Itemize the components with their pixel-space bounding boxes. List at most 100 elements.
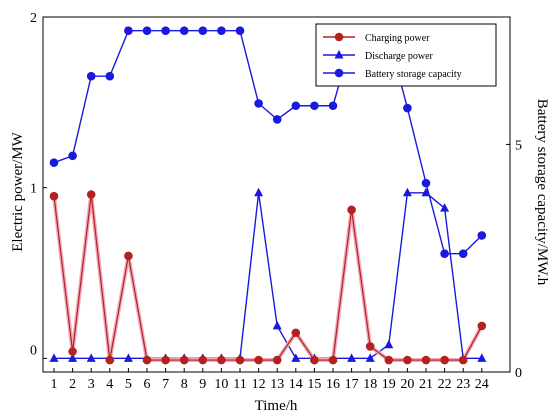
data-point (402, 187, 412, 197)
legend-label: Charging power (365, 33, 430, 44)
data-point (142, 26, 152, 35)
data-point (272, 320, 282, 330)
x-tick-label: 8 (181, 377, 188, 392)
x-tick-label: 17 (345, 377, 359, 392)
data-point (272, 115, 282, 124)
data-point (421, 355, 431, 365)
x-axis-ticks: 1 2 3 4 5 6 7 8 9 10 11 12 13 14 15 16 17 18 19 20 21 22 23 24 (51, 368, 489, 392)
data-point (477, 321, 487, 331)
data-point (477, 353, 487, 362)
data-point (254, 355, 263, 365)
x-axis-title: Time/h (255, 398, 298, 414)
data-point (68, 151, 77, 161)
data-point (86, 353, 96, 362)
data-point (291, 328, 301, 338)
data-point (365, 353, 375, 362)
series-line (53, 193, 483, 361)
right-tick-label: 0 (515, 366, 522, 381)
data-point (328, 101, 338, 111)
legend-item: Discharge power (323, 50, 434, 62)
data-point (217, 355, 226, 365)
data-point (105, 355, 115, 365)
data-point (254, 99, 263, 108)
left-tick-label: 1 (30, 182, 37, 197)
series-line (53, 29, 483, 255)
legend-swatch-marker (334, 50, 344, 59)
data-point (68, 347, 77, 356)
x-tick-label: 4 (106, 377, 113, 392)
data-point (161, 355, 170, 365)
x-tick-label: 19 (382, 377, 396, 392)
data-point (217, 26, 226, 35)
left-axis-title: Electric power/MW (10, 131, 26, 251)
data-point (384, 355, 394, 365)
x-tick-label: 1 (51, 377, 58, 392)
data-point (421, 178, 431, 188)
x-tick-label: 20 (400, 377, 414, 392)
data-point (477, 231, 487, 240)
data-point (384, 339, 394, 349)
right-axis-title: Battery storage capacity/MW.h (534, 99, 550, 286)
legend-swatch-marker (334, 68, 344, 78)
x-tick-label: 2 (69, 377, 76, 392)
data-point (291, 101, 301, 111)
series-charging-power (49, 190, 487, 365)
x-tick-label: 23 (456, 377, 470, 392)
data-point (440, 355, 449, 365)
data-point (458, 249, 468, 258)
x-tick-label: 12 (252, 377, 266, 392)
data-point (310, 101, 319, 111)
x-tick-label: 18 (363, 377, 377, 392)
data-point (198, 26, 208, 35)
x-tick-label: 10 (214, 377, 228, 392)
data-point (49, 158, 59, 167)
right-axis-ticks: 05 (506, 138, 522, 381)
right-tick-label: 5 (515, 138, 522, 153)
data-point (198, 355, 208, 365)
data-point (86, 71, 96, 81)
data-point (347, 205, 356, 215)
data-point (49, 191, 59, 201)
series-layer (49, 26, 487, 365)
legend-items: Charging power Discharge power Battery sto… (323, 32, 462, 80)
data-point (403, 355, 412, 365)
data-point (272, 355, 282, 365)
left-axis-ticks: 0 1 2 (30, 11, 47, 359)
x-tick-label: 13 (270, 377, 284, 392)
x-tick-label: 21 (419, 377, 433, 392)
legend-label: Battery storage capacity (365, 69, 462, 80)
data-point (124, 26, 133, 35)
data-point (179, 355, 189, 365)
data-point (310, 355, 319, 365)
data-point (235, 26, 245, 35)
legend-swatch-marker (334, 32, 344, 42)
legend: Charging power Discharge power Battery sto… (315, 23, 497, 87)
left-tick-label: 0 (30, 343, 37, 358)
data-point (365, 342, 375, 351)
data-point (347, 353, 357, 362)
data-point (403, 103, 412, 113)
x-tick-label: 6 (144, 377, 151, 392)
x-tick-label: 9 (199, 377, 206, 392)
data-point (179, 26, 189, 35)
plot-frame (42, 16, 511, 373)
data-point (328, 355, 338, 365)
x-tick-label: 5 (125, 377, 132, 392)
data-point (105, 71, 115, 81)
left-tick-label: 2 (30, 11, 37, 26)
data-point (421, 187, 431, 197)
data-point (458, 355, 468, 365)
data-point (49, 353, 59, 362)
data-point (124, 251, 133, 261)
x-tick-label: 24 (475, 377, 489, 392)
x-tick-label: 7 (162, 377, 169, 392)
data-point (86, 190, 96, 199)
x-tick-label: 11 (233, 377, 246, 392)
series-line (54, 192, 482, 360)
data-point (440, 203, 450, 212)
data-point (161, 26, 170, 35)
data-point (440, 249, 449, 258)
data-point (291, 353, 301, 362)
legend-label: Discharge power (365, 51, 434, 62)
